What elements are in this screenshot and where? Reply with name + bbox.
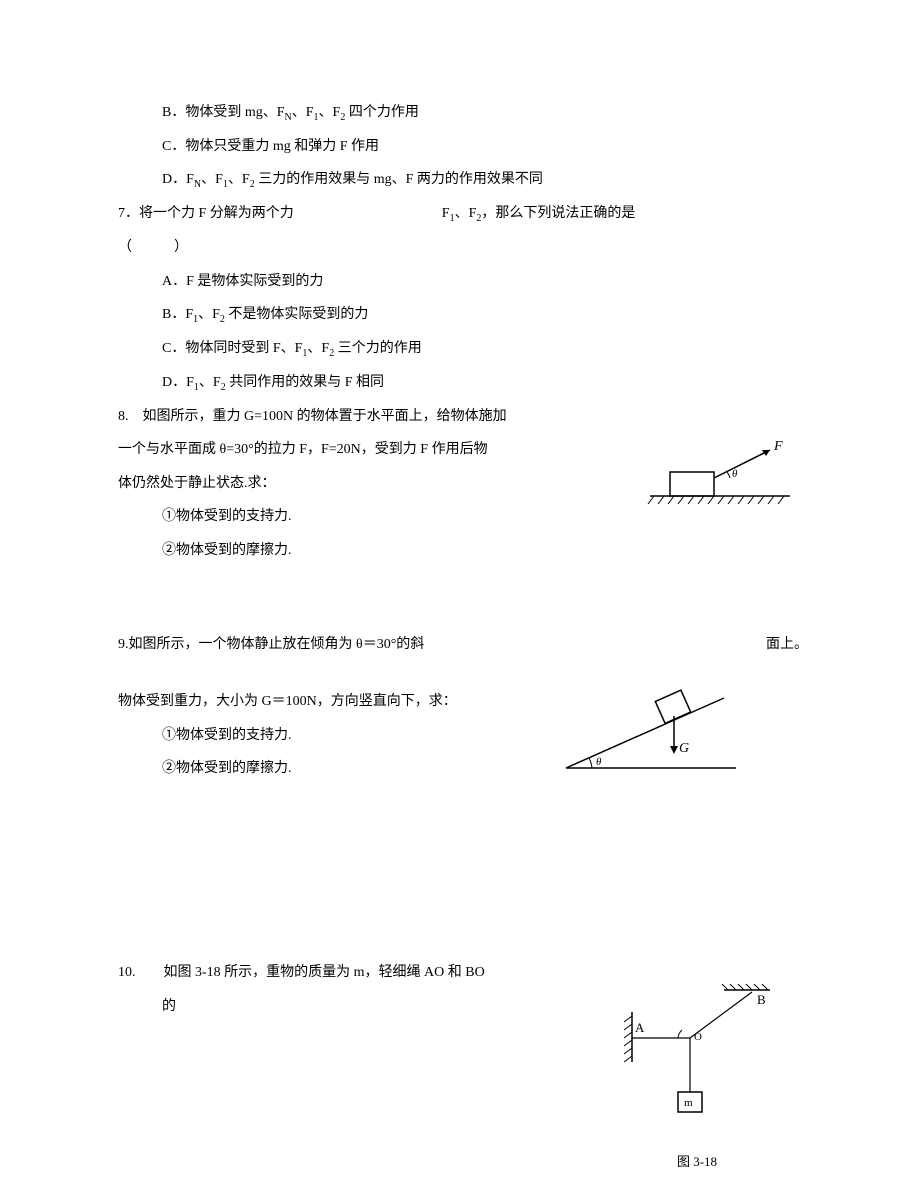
text: 一个与水平面成 θ=30°的拉力 F，F=20N，受到力 F 作用后物	[118, 442, 488, 457]
q8-figure: F θ	[640, 438, 800, 518]
text: 8. 如图所示，重力 G=100N 的物体置于水平面上，给物体施加	[118, 409, 507, 424]
label-g: G	[679, 741, 689, 756]
text: 、F	[292, 105, 314, 120]
q7-paren: （ ）	[118, 231, 808, 265]
label-m: m	[684, 1097, 693, 1109]
text: ②物体受到的摩擦力.	[162, 761, 292, 776]
q7-option-d: D．F1、F2 共同作用的效果与 F 相同	[162, 366, 808, 400]
text: ②物体受到的摩擦力.	[162, 543, 292, 558]
text: 三个力的作用	[334, 341, 422, 356]
q9-line1: 9.如图所示，一个物体静止放在倾角为 θ＝30°的斜 面上。	[118, 628, 808, 662]
text: 、F	[319, 105, 341, 120]
figure-caption: 图 3-18	[612, 1146, 782, 1177]
label-b: B	[757, 992, 766, 1007]
text: 7．将一个力 F 分解为两个力	[118, 197, 294, 231]
text: 物体受到重力，大小为 G＝100N，方向竖直向下，求：	[118, 694, 457, 709]
text: 体仍然处于静止状态.求：	[118, 476, 276, 491]
text: （ ）	[118, 240, 188, 255]
text: B．F	[162, 307, 193, 322]
text: 、F	[198, 307, 220, 322]
q7-stem: 7．将一个力 F 分解为两个力 F1、F2，那么下列说法正确的是	[118, 197, 808, 231]
q9-figure: G θ	[556, 680, 746, 780]
text: C．物体只受重力 mg 和弹力 F 作用	[162, 139, 379, 154]
text: C．物体同时受到 F、F	[162, 341, 302, 356]
text: 四个力作用	[345, 105, 419, 120]
q7-option-b: B．F1、F2 不是物体实际受到的力	[162, 298, 808, 332]
q6-option-b: B．物体受到 mg、FN、F1、F2 四个力作用	[162, 96, 808, 130]
q7-option-a: A．F 是物体实际受到的力	[162, 265, 808, 299]
q10-figure: m A B O 图 3-18	[612, 982, 782, 1177]
text: A．F 是物体实际受到的力	[162, 274, 323, 289]
page-content: B．物体受到 mg、FN、F1、F2 四个力作用 C．物体只受重力 mg 和弹力…	[118, 96, 808, 1023]
text: 9.如图所示，一个物体静止放在倾角为 θ＝30°的斜	[118, 628, 424, 662]
text: ①物体受到的支持力.	[162, 728, 292, 743]
label-a: A	[635, 1020, 645, 1035]
text: ①物体受到的支持力.	[162, 509, 292, 524]
label-theta: θ	[732, 468, 738, 480]
text: B．物体受到 mg、F	[162, 105, 285, 120]
label-theta9: θ	[596, 756, 602, 768]
text: D．F	[162, 375, 194, 390]
text: 、F	[199, 375, 221, 390]
text: F	[442, 206, 450, 221]
text: D．F	[162, 172, 194, 187]
label-o: O	[694, 1031, 702, 1043]
text: 图 3-18	[677, 1154, 717, 1169]
sub: N	[285, 112, 292, 123]
q7-option-c: C．物体同时受到 F、F1、F2 三个力的作用	[162, 332, 808, 366]
text: 的	[162, 999, 176, 1014]
q8-line1: 8. 如图所示，重力 G=100N 的物体置于水平面上，给物体施加	[118, 400, 808, 434]
text: ，那么下列说法正确的是	[481, 206, 635, 221]
text: F1、F2，那么下列说法正确的是	[442, 197, 636, 231]
text: 、F	[201, 172, 223, 187]
text: 三力的作用效果与 mg、F 两力的作用效果不同	[255, 172, 543, 187]
text: 共同作用的效果与 F 相同	[226, 375, 384, 390]
text: 、F	[307, 341, 329, 356]
q8-sub2: ②物体受到的摩擦力.	[162, 534, 808, 568]
text: 不是物体实际受到的力	[225, 307, 369, 322]
text: 10. 如图 3-18 所示，重物的质量为 m，轻细绳 AO 和 BO	[118, 965, 485, 980]
label-f: F	[773, 439, 783, 454]
q6-option-c: C．物体只受重力 mg 和弹力 F 作用	[162, 130, 808, 164]
text: 、F	[455, 206, 477, 221]
text: 面上。	[766, 628, 808, 662]
q6-option-d: D．FN、F1、F2 三力的作用效果与 mg、F 两力的作用效果不同	[162, 163, 808, 197]
text: 、F	[228, 172, 250, 187]
